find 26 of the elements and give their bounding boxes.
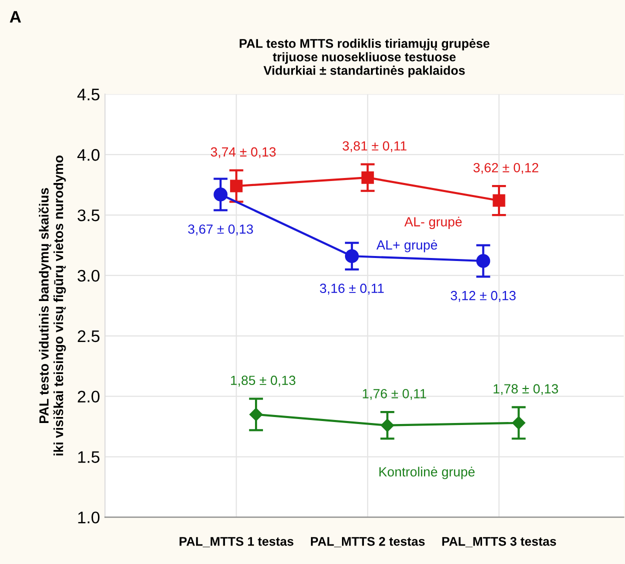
data-label: 3,74 ± 0,13 bbox=[210, 147, 276, 158]
data-label: 1,76 ± 0,11 bbox=[362, 388, 426, 400]
y-tick-label: 1.0 bbox=[78, 512, 100, 524]
text: A bbox=[10, 11, 21, 23]
data-label: 3,81 ± 0,11 bbox=[342, 141, 406, 152]
data-label: 3,62 ± 0,12 bbox=[473, 162, 538, 174]
y-tick-label: 2.5 bbox=[78, 330, 100, 342]
data-label: 3,16 ± 0,11 bbox=[320, 284, 384, 295]
x-tick-label: PAL_MTTS 3 testas bbox=[442, 536, 556, 548]
y-tick-label: 2.0 bbox=[78, 390, 100, 403]
data-label: 1,78 ± 0,13 bbox=[494, 384, 558, 396]
x-tick-label: PAL_MTTS 1 testas bbox=[180, 536, 294, 548]
series-label: AL+ grupė bbox=[376, 240, 438, 252]
data-label: 3,12 ± 0,13 bbox=[450, 290, 516, 302]
y-tick-label: 1.5 bbox=[78, 451, 100, 463]
data-label: 1,85 ± 0,13 bbox=[231, 376, 296, 387]
y-tick-label: 3.5 bbox=[78, 209, 100, 222]
y-tick-label: 3.0 bbox=[78, 270, 100, 282]
chart-title: PAL testo MTTS rodiklis tiriamųjų grupėse trijuose nuosekliuose testuose Vidurkiai ± standartinės paklaidos bbox=[240, 38, 490, 78]
data-label: 3,67 ± 0,13 bbox=[188, 224, 253, 236]
y-tick-label: 4.0 bbox=[77, 149, 100, 161]
x-tick-label: PAL_MTTS 2 testas bbox=[310, 536, 425, 548]
series-label: AL- grupė bbox=[404, 216, 462, 230]
text: Kontrolinė grupė bbox=[379, 466, 475, 480]
y-tick-label: 4.5 bbox=[77, 88, 100, 100]
y-axis-title: PAL testo vidutinis bandymų skaičius iki visiškai teisingo visų figūrų vietos nurodymo bbox=[38, 156, 66, 456]
